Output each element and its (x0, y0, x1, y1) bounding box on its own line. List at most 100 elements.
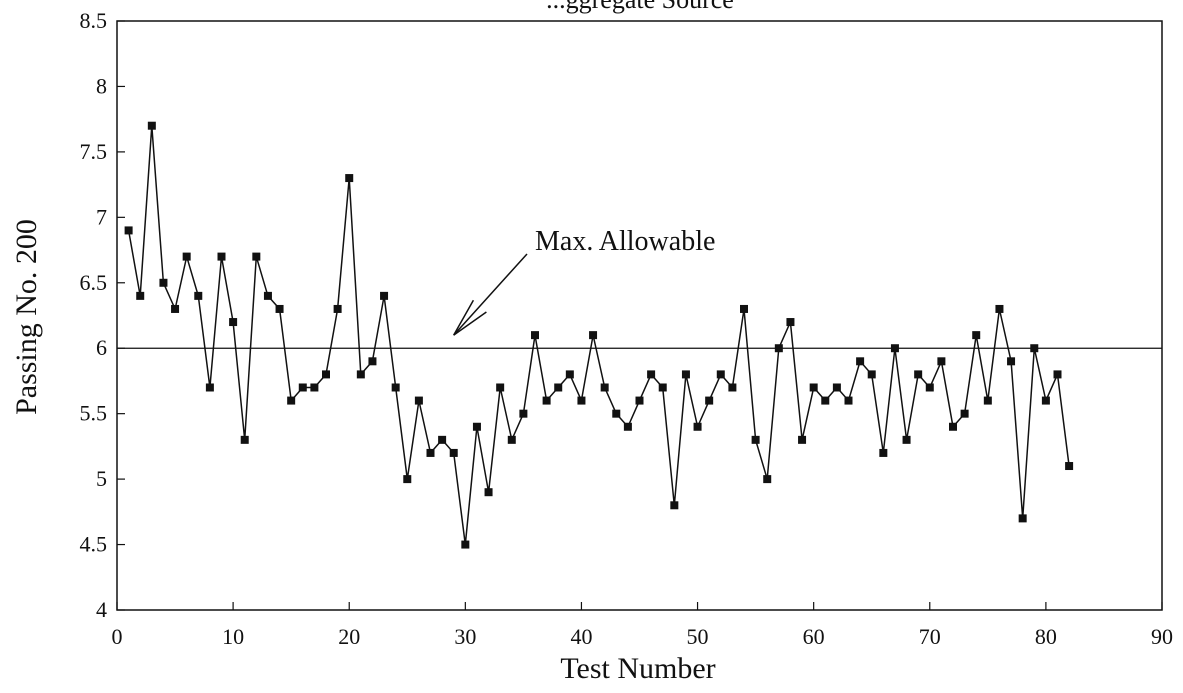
data-point-marker (391, 383, 400, 392)
x-tick-label: 60 (803, 624, 825, 649)
data-point-marker (914, 370, 923, 379)
data-point-marker (287, 396, 296, 405)
data-point-marker (438, 435, 447, 444)
plot-border (116, 20, 1163, 611)
data-point-marker (414, 396, 423, 405)
data-point-marker (832, 383, 841, 392)
data-point-marker (890, 344, 899, 353)
series-layer (124, 121, 1074, 549)
data-point-marker (879, 448, 888, 457)
data-point-marker (136, 291, 145, 300)
data-point-marker (507, 435, 516, 444)
data-point-marker (809, 383, 818, 392)
data-point-marker (240, 435, 249, 444)
data-point-marker (925, 383, 934, 392)
data-point-marker (252, 252, 261, 261)
data-point-marker (484, 488, 493, 497)
data-point-marker (949, 422, 957, 431)
data-point-marker (740, 304, 748, 313)
data-point-marker (623, 422, 632, 431)
data-point-marker (472, 422, 481, 431)
data-point-marker (972, 331, 981, 340)
data-point-marker (670, 501, 679, 510)
y-tick-label: 7.5 (80, 139, 108, 164)
y-tick-label: 8.5 (80, 8, 108, 33)
data-point-marker (554, 383, 563, 392)
data-point-marker (856, 357, 865, 366)
data-point-marker (403, 475, 412, 484)
annotation-label: Max. Allowable (535, 226, 715, 257)
data-point-marker (774, 344, 783, 353)
data-point-marker (589, 331, 598, 340)
x-tick-label: 10 (222, 624, 244, 649)
data-point-marker (960, 409, 969, 418)
data-point-marker (298, 383, 307, 392)
y-tick-label: 7 (96, 204, 107, 229)
data-point-marker (322, 370, 330, 379)
data-point-marker (577, 396, 586, 405)
x-tick-label: 70 (919, 624, 941, 649)
annotation-arrow-head (453, 299, 487, 336)
y-tick-label: 5.5 (80, 401, 108, 426)
x-tick-label: 90 (1151, 624, 1173, 649)
data-point-marker (995, 304, 1004, 313)
data-point-marker (693, 422, 702, 431)
y-tick-label: 6.5 (80, 270, 108, 295)
data-point-marker (263, 291, 272, 300)
data-point-marker (275, 304, 284, 313)
data-point-marker (681, 370, 690, 379)
plot-frame (116, 20, 1163, 611)
data-point-marker (635, 396, 644, 405)
data-point-marker (496, 383, 505, 392)
y-tick-label: 8 (96, 73, 107, 98)
x-tick-label: 80 (1035, 624, 1057, 649)
data-point-marker (647, 370, 656, 379)
data-point-marker (658, 383, 667, 392)
y-tick-label: 4.5 (80, 532, 108, 557)
x-tick-label: 20 (338, 624, 360, 649)
data-point-marker (217, 252, 226, 261)
x-axis-title: Test Number (560, 652, 715, 685)
data-point-marker (751, 435, 760, 444)
data-point-marker (519, 409, 528, 418)
series-line (127, 125, 1070, 545)
annotation-layer: Max. Allowable (453, 226, 715, 336)
data-point-marker (937, 357, 946, 366)
data-point-marker (461, 540, 470, 549)
x-tick-label: 0 (112, 624, 123, 649)
data-point-marker (902, 435, 911, 444)
x-tick-label: 30 (454, 624, 476, 649)
data-point-marker (229, 318, 238, 327)
data-point-marker (333, 304, 342, 313)
data-point-marker (763, 475, 772, 484)
data-point-marker (368, 357, 377, 366)
data-point-marker (716, 370, 725, 379)
data-point-marker (705, 396, 714, 405)
data-point-marker (542, 396, 551, 405)
data-point-marker (380, 291, 389, 300)
data-point-marker (1018, 514, 1027, 523)
ticks-layer: 0 10 20 30 40 50 60 70 80 90 4 4.5 5 5.5 6 6.5 7 7.5 8 8.5 (80, 8, 1174, 649)
data-point-marker (194, 291, 203, 300)
data-point-marker (426, 448, 435, 457)
data-point-marker (1065, 462, 1074, 471)
data-point-marker (356, 370, 365, 379)
y-tick-label: 5 (96, 466, 107, 491)
data-point-marker (171, 304, 180, 313)
data-point-marker (1041, 396, 1050, 405)
data-point-marker (124, 226, 133, 235)
data-point-marker (147, 121, 156, 130)
data-point-marker (1030, 344, 1039, 353)
data-point-marker (1053, 370, 1062, 379)
data-point-marker (205, 383, 214, 392)
data-point-marker (1007, 357, 1016, 366)
data-point-marker (821, 396, 830, 405)
y-axis-title: Passing No. 200 (10, 219, 43, 415)
data-point-marker (565, 370, 574, 379)
data-point-marker (310, 383, 319, 392)
data-point-marker (867, 370, 876, 379)
y-tick-label: 6 (96, 335, 107, 360)
data-point-marker (728, 383, 737, 392)
